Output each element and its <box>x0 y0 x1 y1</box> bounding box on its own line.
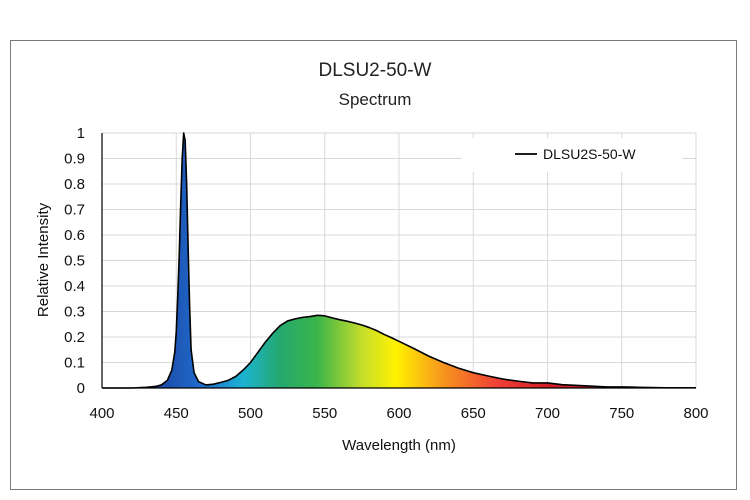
y-tick-label: 0.5 <box>64 253 85 270</box>
chart-frame <box>10 40 737 490</box>
x-tick-label: 600 <box>386 405 411 422</box>
x-tick-label: 650 <box>461 405 486 422</box>
y-tick-label: 1 <box>77 125 85 142</box>
y-axis-label: Relative Intensity <box>35 202 52 317</box>
legend-box <box>462 138 682 172</box>
y-tick-label: 0.2 <box>64 329 85 346</box>
x-tick-label: 550 <box>312 405 337 422</box>
x-tick-label: 800 <box>683 405 708 422</box>
spectrum-area <box>102 132 696 389</box>
x-tick-label: 700 <box>535 405 560 422</box>
spectrum-line <box>102 132 696 389</box>
axes <box>101 133 696 389</box>
x-tick-label: 750 <box>609 405 634 422</box>
x-tick-labels: 400 450 500 550 600 650 700 750 800 <box>89 405 708 422</box>
chart-subtitle: Spectrum <box>338 90 412 109</box>
y-tick-label: 0.6 <box>64 227 85 244</box>
y-tick-labels: 0 0.1 0.2 0.3 0.4 0.5 0.6 0.7 0.8 0.9 1 <box>64 125 85 397</box>
x-tick-label: 500 <box>238 405 263 422</box>
y-tick-label: 0.9 <box>64 151 85 168</box>
x-axis-label: Wavelength (nm) <box>342 437 456 454</box>
legend: DLSU2S-50-W <box>462 138 682 172</box>
y-tick-label: 0.1 <box>64 355 85 372</box>
chart-title: DLSU2-50-W <box>318 60 432 81</box>
legend-label: DLSU2S-50-W <box>543 146 636 162</box>
y-tick-label: 0.8 <box>64 176 85 193</box>
y-tick-label: 0 <box>77 380 85 397</box>
y-tick-label: 0.3 <box>64 304 85 321</box>
x-tick-label: 450 <box>164 405 189 422</box>
y-tick-label: 0.4 <box>64 278 85 295</box>
y-tick-label: 0.7 <box>64 202 85 219</box>
x-tick-label: 400 <box>89 405 114 422</box>
